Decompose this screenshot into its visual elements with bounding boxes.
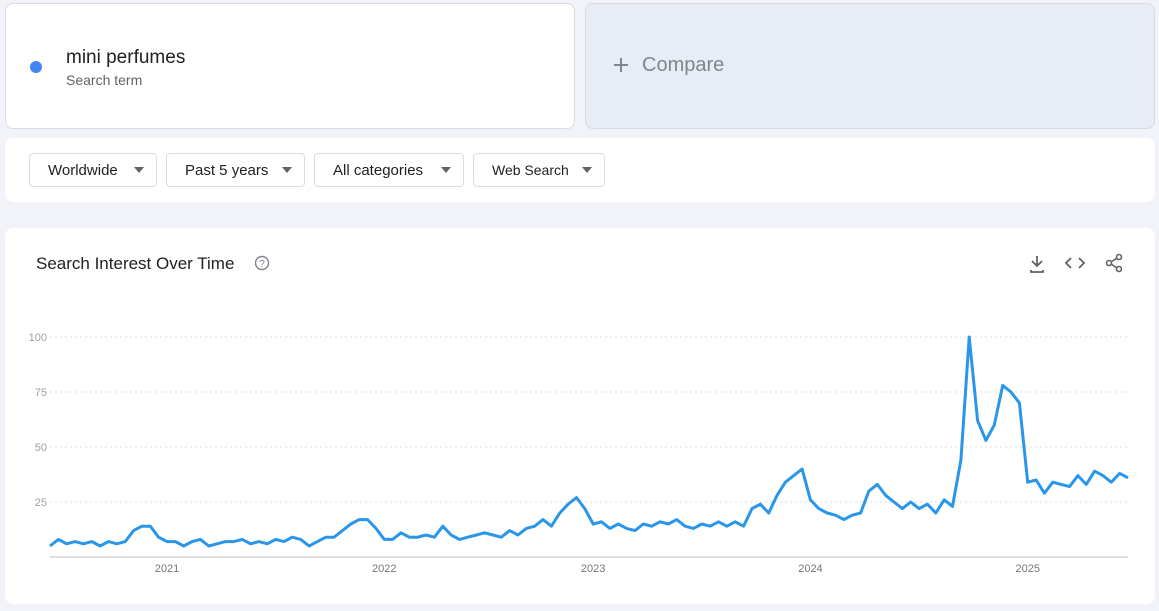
x-tick-label: 2023	[581, 563, 605, 575]
chart-card: Search Interest Over Time ? 25 50 75 100 202…	[5, 228, 1155, 604]
term-name: mini perfumes	[66, 47, 186, 68]
term-dot	[30, 61, 42, 73]
embed-icon[interactable]	[1064, 257, 1086, 269]
compare-card[interactable]: Compare	[585, 3, 1155, 129]
x-tick-label: 2021	[155, 563, 179, 575]
x-tick-label: 2022	[372, 563, 396, 575]
filter-dropdown[interactable]: Worldwide	[29, 153, 157, 187]
y-tick-label: 75	[35, 387, 47, 399]
chart: Search Interest Over Time ? 25 50 75 100 202…	[29, 253, 1129, 575]
filter-label: Worldwide	[48, 161, 118, 179]
compare-label: Compare	[642, 54, 725, 76]
filter-dropdown[interactable]: Web Search	[473, 153, 605, 187]
svg-text:?: ?	[259, 259, 265, 270]
x-tick-label: 2024	[798, 563, 822, 575]
dropdown-arrow	[282, 167, 292, 173]
download-icon[interactable]	[1030, 256, 1044, 273]
help-icon[interactable]: ?	[254, 255, 270, 271]
filter-label: All categories	[333, 161, 424, 179]
filter-label: Past 5 years	[185, 161, 269, 179]
trend-line	[49, 335, 1129, 548]
share-icon[interactable]	[1105, 253, 1123, 273]
x-tick-label: 2025	[1015, 563, 1039, 575]
filter-bar	[5, 138, 1155, 202]
dropdown-arrow	[134, 167, 144, 173]
y-tick-label: 25	[35, 497, 47, 509]
dropdown-arrow	[582, 167, 592, 173]
filter-label: Web Search	[492, 162, 569, 178]
filter-dropdown[interactable]: All categories	[314, 153, 464, 187]
y-tick-label: 100	[29, 332, 47, 344]
y-tick-label: 50	[35, 442, 47, 454]
dropdown-arrow	[441, 167, 451, 173]
plus-icon	[614, 58, 628, 72]
term-label: Search term	[66, 72, 143, 88]
filter-dropdown[interactable]: Past 5 years	[166, 153, 305, 187]
search-term-card[interactable]: mini perfumes Search term	[5, 3, 575, 129]
chart-title: Search Interest Over Time	[36, 254, 234, 273]
